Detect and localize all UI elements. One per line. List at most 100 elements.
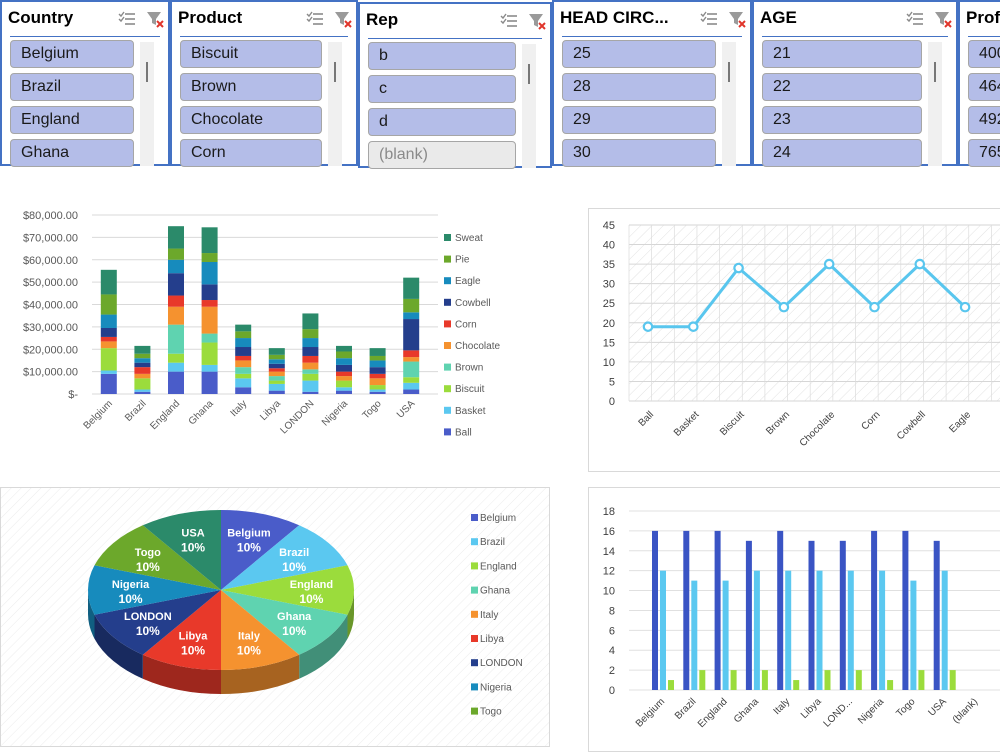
scrollbar-thumb[interactable] (528, 64, 530, 84)
slicer-item[interactable]: 28 (562, 73, 716, 101)
multi-select-icon[interactable] (700, 11, 718, 27)
slicer-item[interactable]: 25 (562, 40, 716, 68)
scrollbar-thumb[interactable] (146, 62, 148, 82)
legend-swatch (471, 586, 478, 594)
country-slicer: Country Belgium Brazil England Ghana (0, 0, 170, 167)
slicer-title: Prof (966, 8, 1000, 27)
slicer-item[interactable]: 400 (968, 40, 1000, 68)
slicer-item[interactable]: England (10, 106, 134, 134)
y-tick-label: $50,000.00 (23, 277, 78, 289)
pie-slice-side (347, 590, 354, 639)
slicer-scrollbar[interactable] (522, 44, 536, 168)
legend-swatch (444, 298, 451, 306)
y-tick-label: 15 (603, 337, 615, 349)
legend-label: Belgium (480, 513, 516, 524)
legend-swatch (471, 635, 478, 642)
y-tick-label: 16 (603, 526, 615, 538)
slicer-item[interactable]: 24 (762, 139, 922, 167)
multi-select-icon[interactable] (500, 13, 518, 29)
slicer-item[interactable]: 464 (968, 73, 1000, 101)
y-tick-label: $40,000.00 (23, 300, 78, 312)
slicer-item[interactable]: 492 (968, 106, 1000, 134)
bar (902, 530, 909, 690)
bar-segment (134, 373, 151, 379)
scrollbar-thumb[interactable] (728, 62, 730, 82)
clear-filter-icon[interactable] (146, 10, 164, 28)
x-tick-label: Nigeria (856, 696, 886, 726)
pie-data-label: Italy (238, 631, 261, 643)
multi-select-icon[interactable] (118, 11, 136, 27)
slicer-item[interactable]: 23 (762, 106, 922, 134)
slicer-title: Product (178, 8, 243, 27)
bar (777, 530, 784, 690)
bar-segment (100, 294, 117, 315)
line-chart: 45 40 35 30 25 20 15 10 5 0 Ball Basket Biscuit Brown… (603, 220, 1000, 449)
slicer-scrollbar[interactable] (140, 42, 154, 166)
bar-segment (403, 319, 420, 351)
slicer-item[interactable]: Biscuit (180, 40, 322, 68)
slicer-item[interactable]: (blank) (368, 141, 516, 169)
bar-segment (201, 284, 218, 301)
bar-segment (201, 333, 218, 343)
legend-swatch (444, 255, 451, 263)
bar (683, 530, 690, 690)
bar (691, 580, 698, 690)
slicer-header: Product (178, 2, 352, 37)
x-tick-label: Chocolate (798, 409, 838, 449)
bar (753, 570, 760, 690)
slicer-item[interactable]: 765 (968, 139, 1000, 167)
slicer-item[interactable]: 21 (762, 40, 922, 68)
slicer-item[interactable]: c (368, 75, 516, 103)
clear-filter-icon[interactable] (728, 10, 746, 28)
bar-segment (302, 347, 319, 356)
clear-filter-icon[interactable] (528, 12, 546, 30)
multi-select-icon[interactable] (906, 11, 924, 27)
pie-slice (88, 565, 221, 615)
x-tick-label: Ghana (732, 696, 761, 725)
pie-slice (94, 525, 221, 590)
bar-segment (336, 371, 352, 377)
slicer-item[interactable]: 30 (562, 139, 716, 167)
bar-segment (168, 295, 184, 307)
slicer-item[interactable]: 22 (762, 73, 922, 101)
bar-segment (403, 298, 420, 313)
clear-filter-icon[interactable] (934, 10, 952, 28)
pie-data-percent: 10% (299, 592, 323, 606)
slicer-item[interactable]: Brazil (10, 73, 134, 101)
legend-swatch (471, 610, 478, 618)
bar-segment (168, 371, 184, 394)
bar (660, 570, 666, 690)
bar (668, 680, 674, 690)
slicer-item[interactable]: Brown (180, 73, 322, 101)
legend-swatch (444, 363, 451, 371)
clear-filter-icon[interactable] (334, 10, 352, 28)
pie-data-percent: 10% (181, 644, 205, 658)
slicer-item[interactable]: Ghana (10, 139, 134, 167)
bar-segment (100, 373, 117, 394)
slicer-scrollbar[interactable] (722, 42, 736, 166)
bar-segment (168, 324, 184, 354)
x-tick-label: Corn (860, 409, 883, 432)
scrollbar-thumb[interactable] (934, 62, 936, 82)
legend-swatch (444, 428, 451, 436)
slicer-scrollbar[interactable] (928, 42, 942, 166)
multi-select-icon[interactable] (306, 11, 324, 27)
slicer-item[interactable]: Belgium (10, 40, 134, 68)
slicer-item[interactable]: Corn (180, 139, 322, 167)
bar-segment (369, 348, 386, 356)
x-tick-label: Brazil (673, 696, 698, 721)
scrollbar-thumb[interactable] (334, 62, 336, 82)
bar (793, 680, 800, 690)
slicer-item[interactable]: b (368, 42, 516, 70)
bar-segment (268, 390, 285, 394)
slicer-item[interactable]: 29 (562, 106, 716, 134)
slicer-item[interactable]: Chocolate (180, 106, 322, 134)
slicer-scrollbar[interactable] (328, 42, 342, 166)
slicer-item[interactable]: d (368, 108, 516, 136)
bar (714, 530, 721, 690)
x-tick-label: LOND... (822, 696, 855, 729)
bar-segment (235, 373, 252, 379)
bar (745, 540, 752, 690)
legend-swatch (471, 707, 478, 715)
